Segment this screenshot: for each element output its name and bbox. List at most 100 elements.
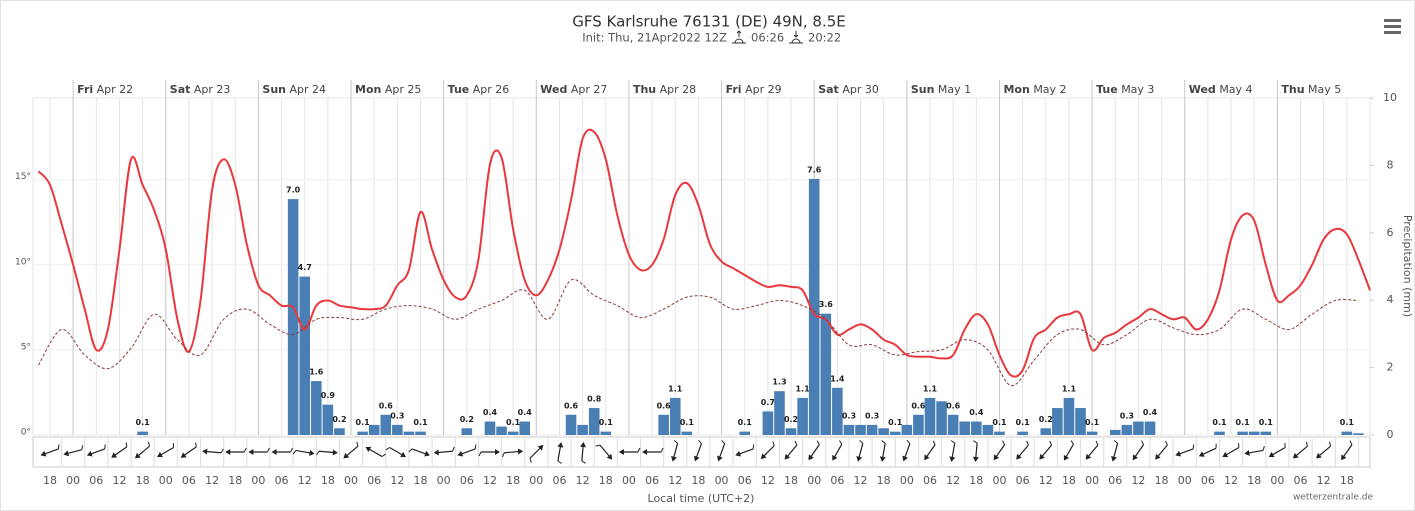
wind-head bbox=[180, 452, 187, 458]
wind-barb bbox=[220, 448, 224, 454]
y2-tick-label: 2 bbox=[1387, 361, 1394, 374]
wind-head bbox=[63, 450, 70, 457]
wind-arrow bbox=[343, 441, 359, 459]
wind-barb bbox=[1349, 440, 1353, 445]
precip-label: 0.1 bbox=[599, 418, 614, 427]
wind-barb bbox=[660, 447, 664, 453]
precip-bar bbox=[785, 428, 797, 435]
precip-bar bbox=[1121, 424, 1133, 435]
precip-bar bbox=[484, 421, 496, 435]
x-tick-label: 12 bbox=[112, 474, 126, 487]
precip-bar bbox=[1248, 431, 1260, 435]
wind-barb bbox=[637, 447, 641, 453]
precip-label: 0.2 bbox=[460, 415, 474, 424]
wind-arrow bbox=[993, 440, 1006, 461]
wind-arrow bbox=[735, 444, 755, 457]
wind-arrow bbox=[134, 441, 150, 459]
temperature-line bbox=[37, 128, 1371, 378]
precip-bar bbox=[901, 424, 913, 435]
init-time: Init: Thu, 21Apr2022 12Z bbox=[582, 31, 727, 45]
wind-arrow bbox=[248, 447, 270, 455]
precip-label: 1.1 bbox=[796, 384, 811, 393]
x-tick-label: 12 bbox=[390, 474, 404, 487]
wind-arrow bbox=[1085, 440, 1099, 460]
wind-barb bbox=[859, 439, 864, 444]
precip-bar bbox=[959, 421, 971, 435]
wind-head bbox=[618, 449, 624, 455]
wind-head bbox=[1132, 454, 1139, 461]
wind-arrow bbox=[1063, 440, 1074, 461]
x-tick-label: 06 bbox=[830, 474, 844, 487]
wind-arrow bbox=[502, 448, 524, 458]
precip-label: 1.4 bbox=[830, 374, 845, 383]
wind-barb bbox=[950, 440, 956, 444]
x-axis-label: Local time (UTC+2) bbox=[648, 492, 755, 505]
precip-bar bbox=[1144, 421, 1156, 435]
precip-bar bbox=[368, 424, 380, 435]
precip-label: 0.3 bbox=[390, 411, 404, 420]
precip-label: 0.4 bbox=[969, 408, 984, 417]
wind-barb bbox=[125, 442, 128, 447]
wind-barb bbox=[408, 448, 413, 453]
menu-button[interactable] bbox=[1384, 19, 1401, 34]
wind-barb bbox=[172, 443, 175, 448]
x-tick-label: 18 bbox=[784, 474, 798, 487]
precip-label: 0.9 bbox=[321, 391, 336, 400]
wind-barb bbox=[816, 440, 820, 445]
y2-tick-label: 4 bbox=[1387, 293, 1394, 306]
x-tick-label: 18 bbox=[136, 474, 150, 487]
day-label: Sat Apr 30 bbox=[818, 83, 879, 96]
x-tick-label: 00 bbox=[66, 474, 80, 487]
precip-bar bbox=[1063, 397, 1075, 435]
precip-bar bbox=[843, 424, 855, 435]
wind-arrow bbox=[316, 449, 338, 456]
weekday: Mon bbox=[1003, 83, 1029, 96]
wind-barb bbox=[1049, 440, 1053, 446]
x-tick-label: 00 bbox=[529, 474, 543, 487]
wind-head bbox=[1316, 452, 1322, 459]
x-tick-label: 18 bbox=[969, 474, 983, 487]
precip-label: 0.1 bbox=[680, 418, 695, 427]
x-tick-label: 12 bbox=[668, 474, 682, 487]
precip-bar bbox=[380, 414, 392, 435]
x-tick-label: 12 bbox=[298, 474, 312, 487]
y2-tick-label: 6 bbox=[1387, 226, 1394, 239]
wind-barb bbox=[356, 441, 359, 447]
wind-arrow bbox=[478, 449, 500, 457]
wind-arrow bbox=[40, 444, 60, 457]
wind-barb bbox=[195, 442, 197, 447]
precip-label: 0.4 bbox=[518, 408, 533, 417]
day-label: Fri Apr 22 bbox=[77, 83, 133, 96]
precip-label: 0.1 bbox=[738, 418, 753, 427]
sunrise-time: 06:26 bbox=[751, 31, 784, 45]
x-tick-label: 06 bbox=[275, 474, 289, 487]
precip-bar bbox=[994, 431, 1005, 435]
precip-bar bbox=[855, 424, 866, 435]
y2-tick-label: 0 bbox=[1387, 428, 1394, 441]
precip-bar bbox=[600, 431, 612, 435]
x-tick-label: 00 bbox=[1270, 474, 1284, 487]
wind-barb bbox=[932, 440, 936, 445]
wind-head bbox=[400, 451, 407, 458]
wind-head bbox=[1175, 450, 1182, 457]
wind-barb bbox=[581, 460, 586, 464]
wind-barb bbox=[721, 439, 726, 444]
wind-arrow bbox=[271, 447, 294, 455]
precip-bar bbox=[299, 276, 311, 435]
x-tick-label: 18 bbox=[1062, 474, 1076, 487]
date: May 3 bbox=[1121, 83, 1154, 96]
wind-arrow bbox=[832, 440, 843, 461]
precip-bar bbox=[322, 404, 334, 435]
credit: wetterzentrale.de bbox=[1293, 493, 1374, 503]
wind-head bbox=[365, 446, 372, 453]
wind-barb bbox=[794, 440, 798, 446]
wind-arrow bbox=[408, 448, 430, 457]
day-label: Sun Apr 24 bbox=[262, 83, 326, 96]
wind-arrow bbox=[856, 439, 864, 462]
weekday: Fri bbox=[726, 83, 742, 96]
x-tick-label: 00 bbox=[807, 474, 821, 487]
x-tick-label: 12 bbox=[483, 474, 497, 487]
weekday: Sun bbox=[911, 83, 935, 96]
wind-head bbox=[1111, 456, 1117, 462]
wind-arrow bbox=[529, 444, 544, 463]
